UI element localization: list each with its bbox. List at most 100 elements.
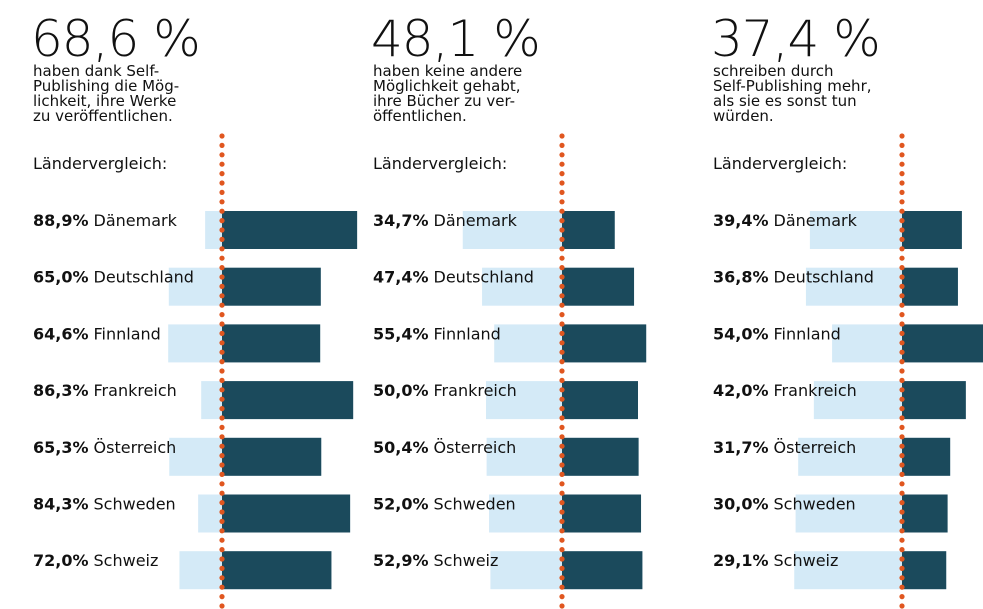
average-dot <box>219 293 225 299</box>
average-dot <box>899 537 905 543</box>
average-dot <box>559 142 565 148</box>
average-dot <box>899 133 905 139</box>
average-dot <box>219 274 225 280</box>
average-dot <box>899 387 905 393</box>
country: Finnland <box>774 324 841 343</box>
bar <box>222 494 351 533</box>
average-dot <box>219 330 225 336</box>
description: zu veröffentlichen. <box>33 107 173 125</box>
average-dot <box>899 377 905 383</box>
average-dot <box>899 565 905 572</box>
average-dot <box>559 415 565 421</box>
country: Frankreich <box>774 381 857 400</box>
country: Österreich <box>94 438 177 457</box>
average-dot <box>559 528 565 534</box>
average-dot <box>899 218 905 224</box>
bar <box>902 551 947 590</box>
average-dot <box>559 189 565 195</box>
country: Österreich <box>434 438 517 457</box>
average-dot <box>899 246 905 252</box>
value-label: 65,3% <box>33 438 89 457</box>
average-dot <box>219 321 225 327</box>
average-dot <box>899 500 905 506</box>
bar <box>562 381 638 420</box>
description: schreiben durch <box>713 62 833 80</box>
country: Schweden <box>434 495 516 514</box>
average-dot <box>899 603 905 609</box>
headline: 68,6 % <box>31 10 200 68</box>
value-label: 30,0% <box>713 495 769 514</box>
average-dot <box>899 547 905 553</box>
average-dot <box>899 396 905 402</box>
description: haben dank Self- <box>33 62 159 80</box>
average-dot <box>219 575 225 581</box>
average-dot <box>899 406 905 412</box>
average-dot <box>559 359 565 365</box>
average-dot <box>219 424 225 430</box>
row-label: 34,7% Dänemark <box>373 211 518 230</box>
headline: 48,1 % <box>371 10 540 68</box>
average-dot <box>559 227 565 233</box>
average-dot <box>899 584 905 590</box>
country: Dänemark <box>434 211 518 230</box>
average-dot <box>899 302 905 308</box>
average-dot <box>899 528 905 534</box>
bar <box>222 551 332 590</box>
average-dot <box>559 443 565 449</box>
average-dot <box>219 227 225 233</box>
average-dot <box>899 556 905 562</box>
average-dot <box>219 528 225 534</box>
value-label: 29,1% <box>713 551 769 570</box>
average-dot <box>219 434 225 440</box>
average-dot <box>899 434 905 440</box>
value-label: 52,0% <box>373 495 429 514</box>
average-dot <box>559 283 565 289</box>
average-dot <box>559 293 565 299</box>
average-dot <box>219 603 225 609</box>
average-dot <box>899 236 905 242</box>
average-dot <box>219 246 225 252</box>
average-dot <box>559 133 565 139</box>
average-dot <box>899 265 905 271</box>
average-dot <box>899 481 905 487</box>
average-dot <box>559 180 565 186</box>
average-dot <box>899 518 905 525</box>
average-dot <box>219 556 225 562</box>
average-dot <box>559 208 565 214</box>
average-dot <box>219 142 225 148</box>
description: als sie es sonst tun <box>713 92 857 110</box>
average-dot <box>559 265 565 271</box>
average-dot <box>219 415 225 421</box>
row-label: 88,9% Dänemark <box>33 211 178 230</box>
description: öffentlichen. <box>373 107 467 125</box>
average-dot <box>899 340 905 346</box>
average-dot <box>559 396 565 402</box>
description: haben keine andere <box>373 62 522 80</box>
row-label: 52,9% Schweiz <box>373 551 498 570</box>
bar <box>222 324 321 363</box>
average-dot <box>219 584 225 590</box>
average-dot <box>219 302 225 308</box>
average-dot <box>899 462 905 468</box>
average-dot <box>899 509 905 515</box>
bar <box>562 324 647 363</box>
country: Finnland <box>434 324 501 343</box>
average-dot <box>559 321 565 327</box>
row-label: 86,3% Frankreich <box>33 381 177 400</box>
average-dot <box>219 340 225 346</box>
value-label: 39,4% <box>713 211 769 230</box>
country: Deutschland <box>94 268 194 287</box>
average-dot <box>899 312 905 318</box>
value-label: 34,7% <box>373 211 429 230</box>
average-dot <box>899 199 905 205</box>
average-dot <box>899 293 905 299</box>
description: ihre Bücher zu ver- <box>373 92 515 110</box>
bar <box>562 437 639 476</box>
average-dot <box>559 406 565 412</box>
bar <box>902 381 966 420</box>
row-label: 29,1% Schweiz <box>713 551 838 570</box>
bar <box>902 324 983 363</box>
value-label: 50,0% <box>373 381 429 400</box>
average-dot <box>559 471 565 477</box>
average-dot <box>899 189 905 195</box>
